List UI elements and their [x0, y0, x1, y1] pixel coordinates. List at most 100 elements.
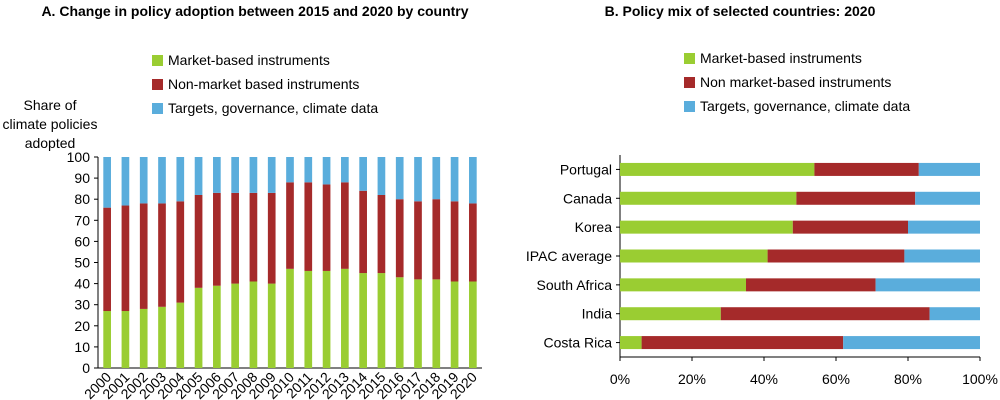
- bar-segment: [103, 311, 111, 368]
- y-tick-label: Costa Rica: [544, 335, 613, 351]
- y-tick-label: IPAC average: [526, 248, 612, 264]
- bar-segment: [341, 268, 349, 368]
- y-tick-label: 0: [82, 360, 90, 376]
- bar-segment: [414, 157, 422, 202]
- bar-segment: [304, 270, 313, 368]
- bar-segment: [792, 220, 908, 234]
- bar-segment: [875, 278, 980, 292]
- bar-segment: [121, 311, 130, 368]
- bar-segment: [359, 157, 367, 191]
- bar-segment: [176, 201, 185, 303]
- bar-segment: [341, 182, 349, 269]
- bar-segment: [904, 249, 980, 263]
- y-tick-label: 50: [74, 255, 90, 271]
- bar-segment: [322, 157, 331, 185]
- y-tick-label: 10: [74, 339, 90, 355]
- bar-segment: [767, 249, 905, 263]
- panel-a-chart: Market-based instruments Non-market based…: [67, 52, 482, 400]
- x-tick-label: 0%: [610, 371, 630, 387]
- bar-segment: [843, 336, 980, 350]
- bar-segment: [286, 157, 294, 183]
- bar-segment: [341, 157, 349, 183]
- bar-segment: [450, 281, 459, 368]
- bar-segment: [322, 270, 331, 368]
- bar-segment: [304, 182, 313, 271]
- bar-segment: [267, 157, 276, 193]
- bar-segment: [620, 249, 768, 263]
- bar-segment: [121, 205, 130, 312]
- y-tick-label: Canada: [563, 190, 612, 206]
- bar-segment: [414, 279, 422, 368]
- legend-swatch-2: [152, 103, 163, 114]
- bar-segment: [231, 192, 239, 284]
- legend-swatch-0: [684, 53, 695, 64]
- y-tick-label: 30: [74, 297, 90, 313]
- bar-segment: [139, 308, 148, 368]
- bar-segment: [641, 336, 844, 350]
- bar-segment: [620, 220, 793, 234]
- legend-swatch-1: [684, 77, 695, 88]
- bar-segment: [359, 273, 367, 368]
- bar-segment: [213, 285, 221, 368]
- bar-segment: [194, 157, 203, 195]
- bar-segment: [469, 281, 477, 368]
- x-tick-label: 40%: [750, 371, 778, 387]
- y-tick-label: India: [582, 306, 613, 322]
- bar-segment: [249, 192, 258, 282]
- bar-segment: [231, 283, 239, 368]
- bar-segment: [620, 278, 746, 292]
- bar-segment: [304, 157, 313, 183]
- y-tick-label: 40: [74, 276, 90, 292]
- legend-label-1: Non market-based instruments: [700, 74, 891, 90]
- x-tick-label: 80%: [894, 371, 922, 387]
- legend-swatch-2: [684, 101, 695, 112]
- bar-segment: [103, 207, 111, 312]
- bar-segment: [915, 191, 980, 205]
- bar-segment: [139, 203, 148, 309]
- legend-label-2: Targets, governance, climate data: [700, 98, 910, 114]
- bar-segment: [121, 157, 130, 206]
- y-tick-label: 80: [74, 191, 90, 207]
- bar-segment: [158, 157, 166, 204]
- bar-segment: [267, 192, 276, 284]
- y-tick-label: 20: [74, 318, 90, 334]
- x-tick-label: 60%: [822, 371, 850, 387]
- bar-segment: [213, 157, 221, 193]
- bar-segment: [620, 191, 797, 205]
- bar-segment: [432, 279, 441, 368]
- y-tick-label: 100: [67, 149, 91, 165]
- x-tick-label: 20%: [678, 371, 706, 387]
- bar-segment: [918, 162, 980, 176]
- x-tick-label: 100%: [962, 371, 998, 387]
- bar-segment: [450, 157, 459, 202]
- bar-segment: [620, 336, 642, 350]
- bar-segment: [746, 278, 876, 292]
- bar-segment: [158, 306, 166, 368]
- bar-segment: [249, 281, 258, 368]
- legend-label-2: Targets, governance, climate data: [168, 100, 378, 116]
- legend-label-1: Non-market based instruments: [168, 76, 359, 92]
- bar-segment: [231, 157, 239, 193]
- y-tick-label: 90: [74, 170, 90, 186]
- bar-segment: [158, 203, 166, 307]
- y-tick-label: Korea: [575, 219, 613, 235]
- bar-segment: [395, 199, 404, 278]
- bar-segment: [286, 268, 294, 368]
- bar-segment: [176, 157, 185, 202]
- bar-segment: [469, 203, 477, 282]
- bar-segment: [267, 283, 276, 368]
- bar-segment: [450, 201, 459, 282]
- y-tick-label: 60: [74, 233, 90, 249]
- panel-a-y-axis-label: Share of climate policies adopted: [2, 97, 98, 151]
- panel-a-title: A. Change in policy adoption between 201…: [41, 3, 469, 19]
- bar-segment: [377, 157, 386, 195]
- y-tick-label: Portugal: [560, 161, 612, 177]
- bar-segment: [377, 273, 386, 368]
- bar-segment: [213, 192, 221, 286]
- bar-segment: [720, 307, 930, 321]
- legend-swatch-0: [152, 55, 163, 66]
- bar-segment: [194, 287, 203, 368]
- bar-segment: [432, 157, 441, 200]
- legend-label-0: Market-based instruments: [168, 52, 330, 68]
